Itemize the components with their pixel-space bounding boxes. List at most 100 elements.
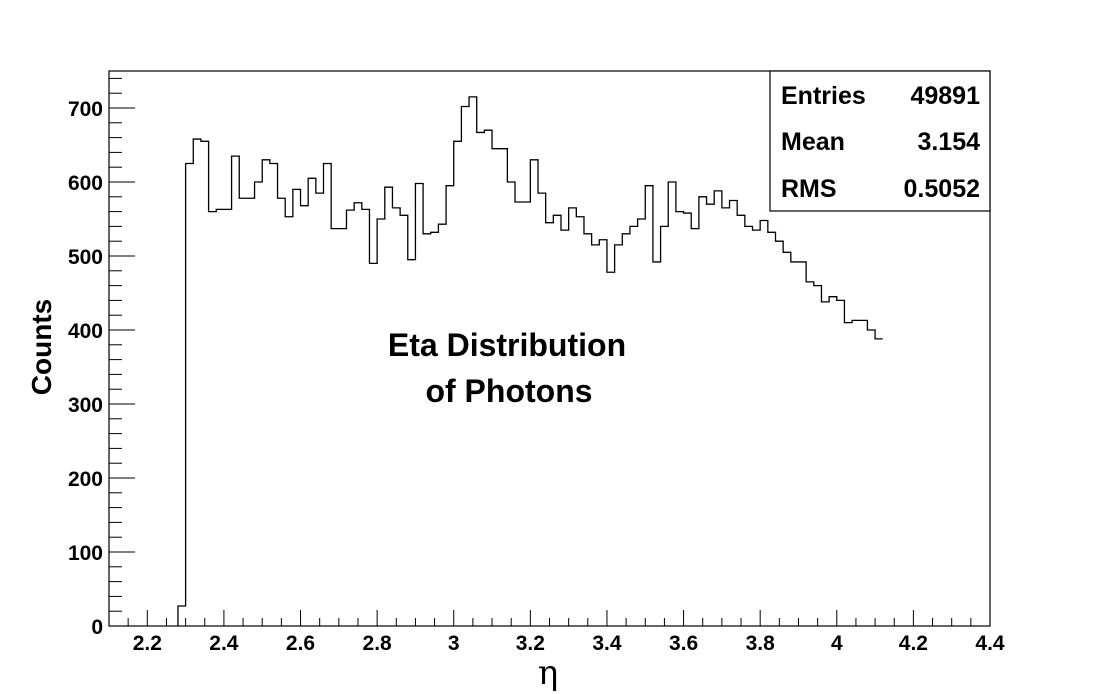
histogram-bin bbox=[691, 229, 699, 626]
y-tick-label: 400 bbox=[68, 320, 103, 343]
histogram-bin bbox=[400, 215, 408, 626]
histogram-bin bbox=[201, 141, 209, 626]
axis-ticks bbox=[108, 77, 991, 627]
x-tick-label: 3.8 bbox=[746, 632, 776, 655]
histogram-bin bbox=[630, 226, 638, 626]
x-tick-label: 4.2 bbox=[899, 632, 928, 655]
x-tick-label: 4.4 bbox=[975, 632, 1005, 655]
y-tick-label: 0 bbox=[91, 616, 103, 639]
x-axis-title: η bbox=[538, 653, 558, 693]
histogram-bin bbox=[324, 164, 332, 627]
histogram-bin bbox=[707, 204, 715, 626]
histogram-bin bbox=[262, 160, 270, 626]
histogram-bin bbox=[209, 212, 217, 626]
histogram-bin bbox=[661, 226, 669, 626]
x-tick-label: 2.2 bbox=[133, 632, 162, 655]
histogram-bin bbox=[837, 300, 845, 626]
histogram-bin bbox=[844, 323, 852, 626]
x-tick-label: 3.6 bbox=[669, 632, 698, 655]
histogram-bin bbox=[232, 156, 240, 626]
stats-value-entries: 49891 bbox=[910, 82, 980, 110]
histogram-bin bbox=[867, 330, 875, 626]
x-tick-labels: 2.2 2.4 2.6 2.8 3 3.2 3.4 3.6 3.8 4 4.2 4.4 bbox=[133, 632, 1005, 655]
histogram-bin bbox=[369, 263, 377, 626]
x-tick-label: 2.8 bbox=[363, 632, 393, 655]
histogram-bin bbox=[385, 187, 393, 626]
histogram-bin bbox=[592, 245, 600, 626]
histogram-bin bbox=[798, 262, 806, 626]
histogram-bin bbox=[523, 202, 531, 626]
histogram-bin bbox=[806, 282, 814, 626]
histogram-bin bbox=[461, 107, 469, 626]
histogram-bin bbox=[546, 223, 554, 626]
histogram-bin bbox=[293, 189, 301, 626]
histogram-bin bbox=[821, 302, 829, 626]
histogram-bin bbox=[346, 210, 354, 626]
histogram-bin bbox=[676, 212, 684, 626]
histogram-bin bbox=[438, 224, 446, 626]
annotation-line-2: of Photons bbox=[425, 373, 592, 409]
histogram-bin bbox=[308, 178, 316, 626]
histogram-bin bbox=[415, 183, 423, 626]
histogram-bin bbox=[599, 240, 607, 626]
histogram-bin bbox=[775, 241, 783, 626]
histogram-bin bbox=[423, 234, 431, 626]
histogram-bin bbox=[316, 193, 324, 626]
histogram-bin bbox=[668, 182, 676, 626]
stats-value-mean: 3.154 bbox=[917, 128, 980, 156]
histogram-bin bbox=[684, 213, 692, 626]
histogram-bin bbox=[431, 232, 439, 626]
histogram-bin bbox=[515, 202, 523, 626]
histogram-bin bbox=[193, 139, 201, 626]
histogram-bin bbox=[278, 198, 286, 626]
histogram-bin bbox=[615, 245, 623, 626]
y-tick-label: 600 bbox=[68, 172, 103, 195]
y-tick-label: 700 bbox=[68, 98, 103, 121]
x-tick-label: 4 bbox=[831, 632, 843, 655]
histogram-bin bbox=[377, 219, 385, 626]
histogram-bin bbox=[737, 215, 745, 626]
y-tick-labels: 0 100 200 300 400 500 600 700 bbox=[68, 98, 103, 639]
histogram-bin bbox=[791, 262, 799, 626]
histogram-bin bbox=[301, 206, 309, 626]
histogram-bin bbox=[714, 191, 722, 626]
y-tick-label: 300 bbox=[68, 394, 103, 417]
histogram-bin bbox=[875, 339, 883, 626]
histogram-bin bbox=[538, 193, 546, 626]
histogram-bin bbox=[745, 226, 753, 626]
histogram-bin bbox=[255, 182, 263, 626]
histogram-bin bbox=[239, 198, 247, 626]
histogram-bin bbox=[224, 209, 232, 626]
histogram-bin bbox=[561, 230, 569, 626]
histogram-bin bbox=[354, 203, 362, 626]
histogram-bin bbox=[569, 208, 577, 626]
histogram-bin bbox=[653, 262, 661, 626]
histogram-bin bbox=[722, 208, 730, 626]
stats-box: Entries 49891 Mean 3.154 RMS 0.5052 bbox=[769, 70, 991, 212]
histogram-bin bbox=[553, 215, 561, 626]
histogram-bin bbox=[392, 208, 400, 626]
stats-label-rms: RMS bbox=[781, 175, 837, 203]
histogram-bin bbox=[408, 260, 416, 626]
stats-label-mean: Mean bbox=[781, 128, 845, 156]
x-tick-label: 3 bbox=[448, 632, 460, 655]
histogram-bin bbox=[638, 219, 646, 626]
y-tick-label: 200 bbox=[68, 468, 103, 491]
histogram-bin bbox=[331, 229, 339, 626]
histogram-bin bbox=[247, 198, 255, 626]
histogram-bin bbox=[829, 297, 837, 626]
histogram-bin bbox=[645, 186, 653, 626]
histogram-bin bbox=[285, 217, 293, 626]
x-tick-label: 2.6 bbox=[286, 632, 315, 655]
histogram-bin bbox=[783, 252, 791, 626]
y-tick-label: 500 bbox=[68, 246, 103, 269]
histogram-bin bbox=[339, 229, 347, 626]
x-tick-label: 3.2 bbox=[516, 632, 545, 655]
x-tick-label: 3.4 bbox=[592, 632, 622, 655]
histogram-bin bbox=[768, 232, 776, 626]
y-tick-label: 100 bbox=[68, 542, 103, 565]
histogram-bin bbox=[753, 230, 761, 626]
histogram-bin bbox=[814, 286, 822, 626]
stats-value-rms: 0.5052 bbox=[904, 175, 980, 203]
